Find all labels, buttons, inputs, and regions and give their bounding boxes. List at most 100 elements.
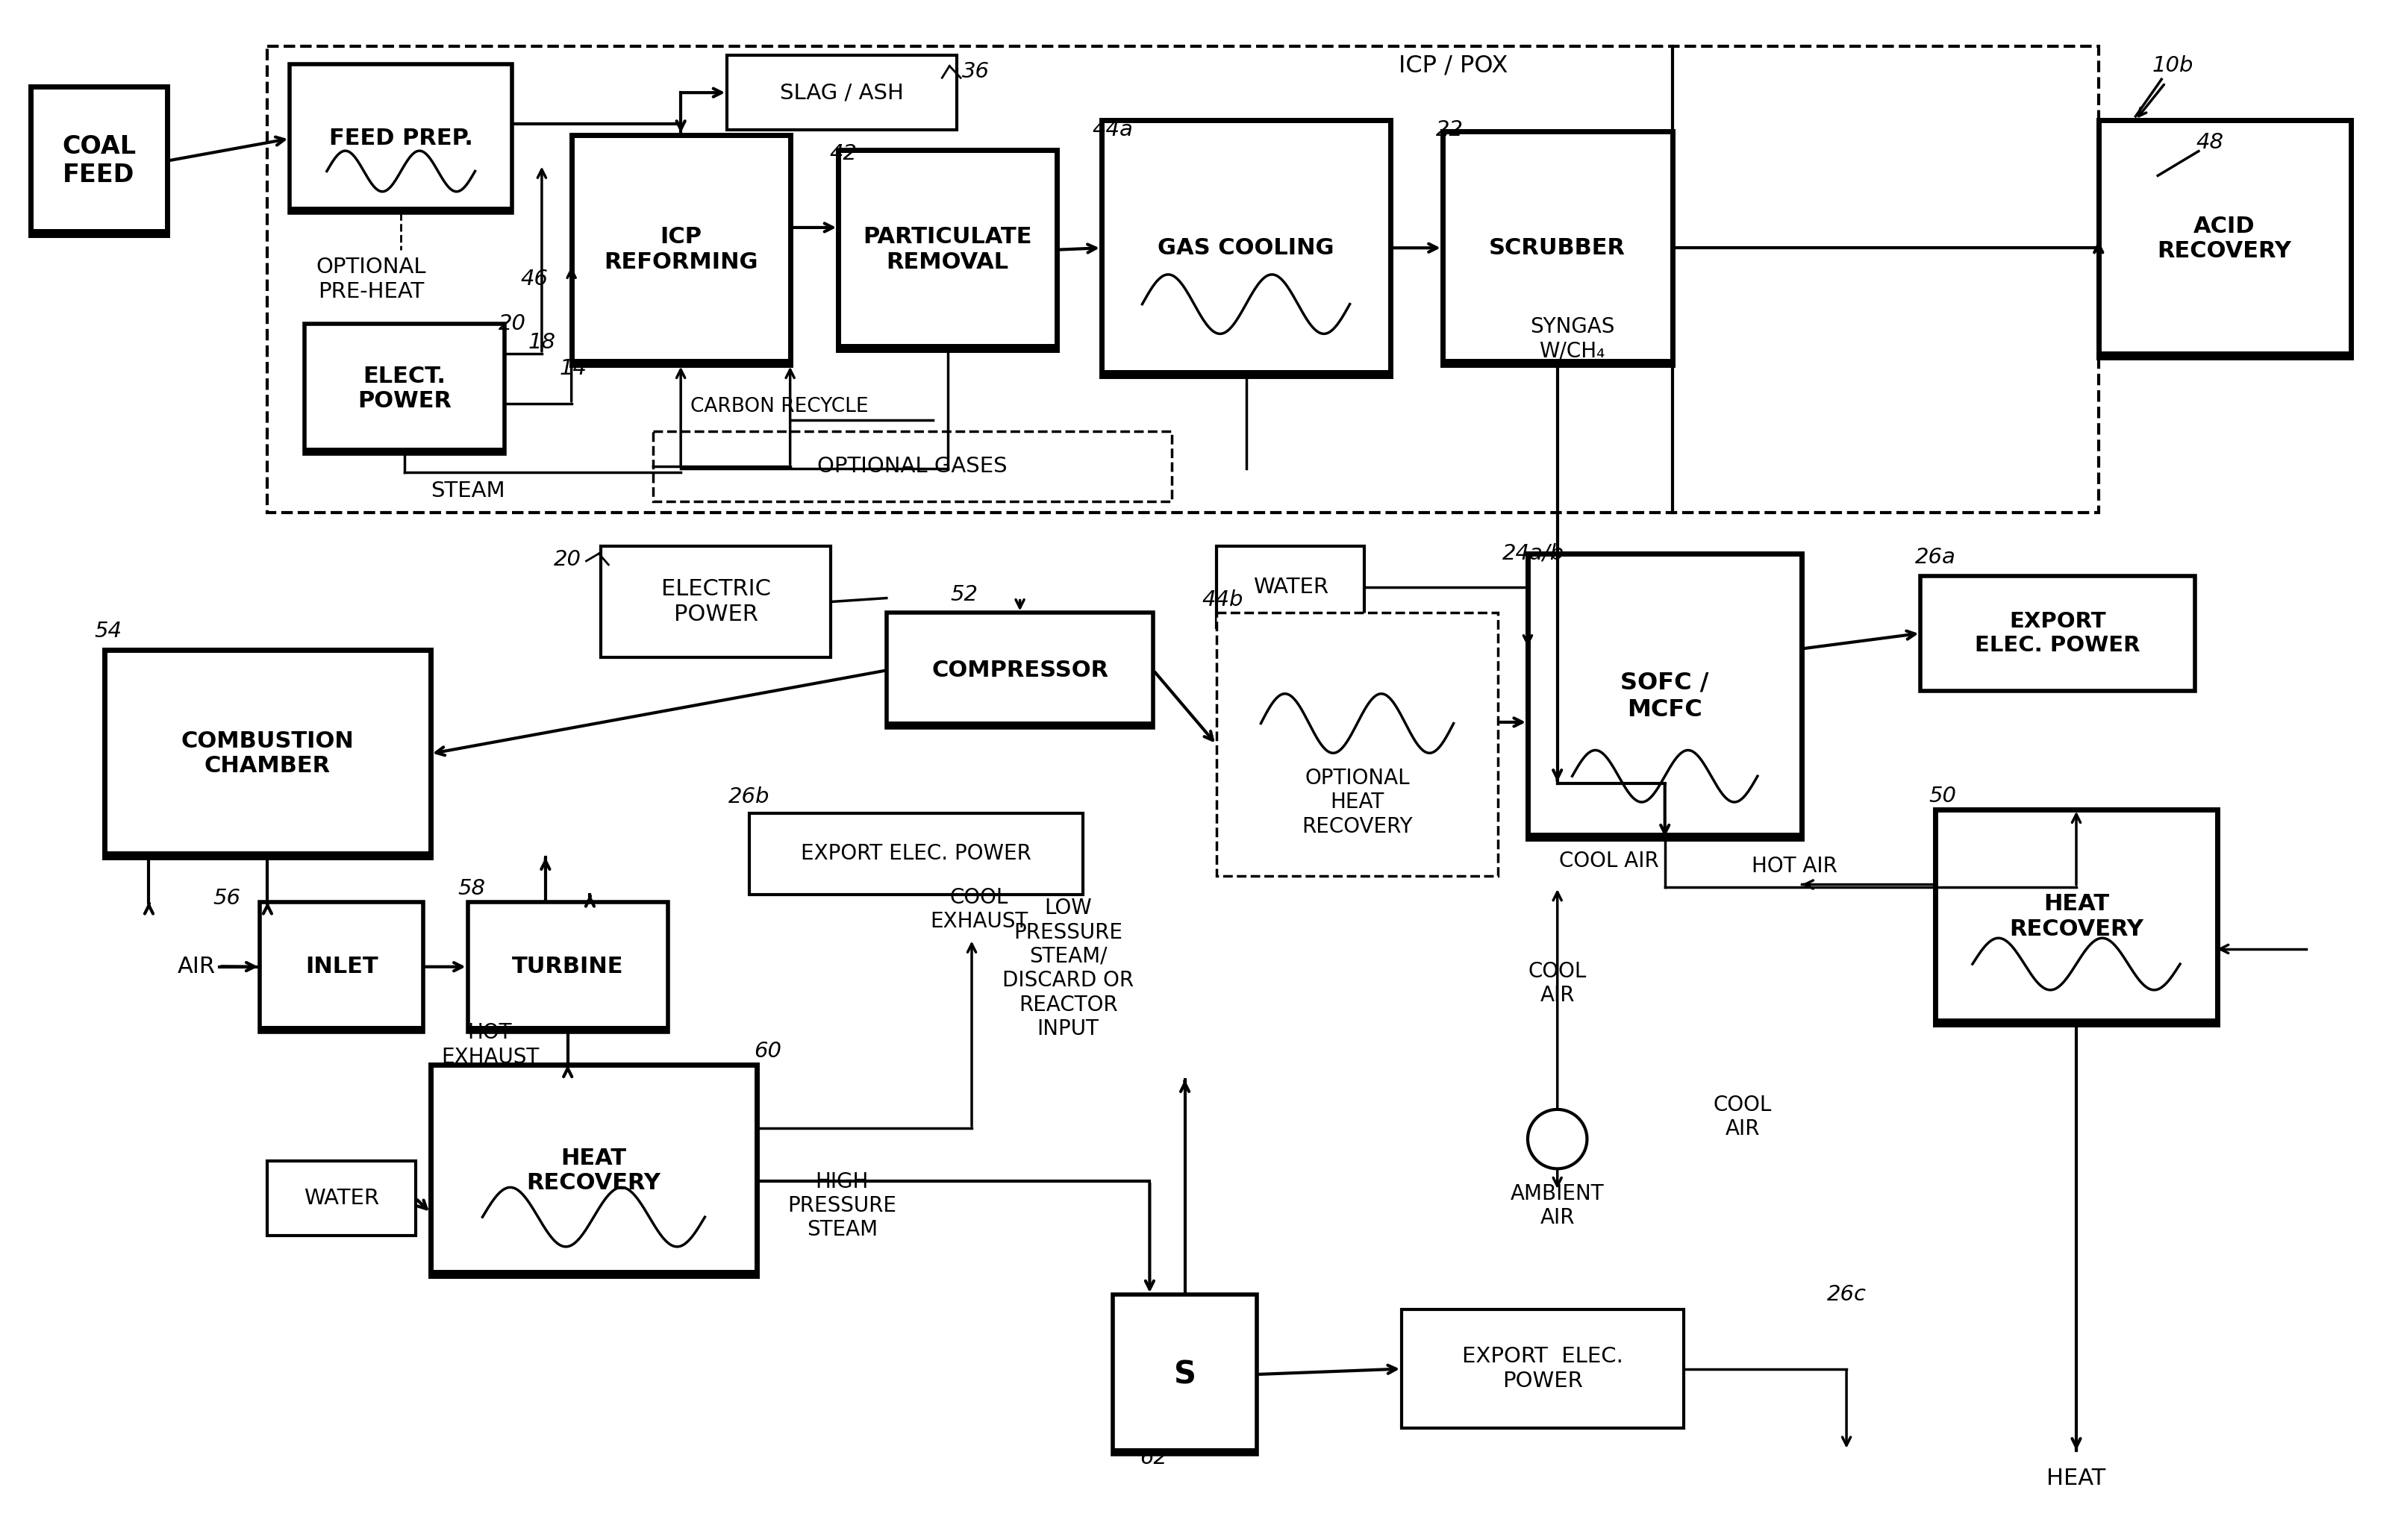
Bar [105, 650, 430, 858]
Bar [2098, 120, 2351, 357]
Bar [2098, 351, 2351, 357]
Text: 56: 56 [213, 887, 241, 909]
Text: 26b: 26b [729, 787, 769, 807]
Text: EXPORT  ELEC.
POWER: EXPORT ELEC. POWER [1462, 1346, 1622, 1391]
Text: OPTIONAL
HEAT
RECOVERY: OPTIONAL HEAT RECOVERY [1302, 768, 1412, 836]
Text: LOW
PRESSURE
STEAM/
DISCARD OR
REACTOR
INPUT: LOW PRESSURE STEAM/ DISCARD OR REACTOR I… [1003, 898, 1135, 1040]
Bar [1113, 1295, 1257, 1454]
Text: COOL AIR: COOL AIR [1560, 850, 1660, 872]
Bar [268, 1161, 416, 1235]
Text: SCRUBBER: SCRUBBER [1488, 237, 1625, 259]
Text: 42: 42 [829, 143, 858, 163]
Text: 24a/b: 24a/b [1503, 544, 1565, 564]
Bar [1527, 553, 1801, 839]
Text: 20: 20 [499, 314, 526, 334]
Text: INLET: INLET [306, 956, 377, 978]
Bar [303, 323, 504, 454]
Text: 22: 22 [1436, 119, 1464, 140]
Text: 46: 46 [521, 270, 547, 290]
Text: FEED PREP.: FEED PREP. [330, 128, 473, 149]
Bar [1527, 833, 1801, 839]
Text: EXPORT
ELEC. POWER: EXPORT ELEC. POWER [1976, 611, 2141, 656]
Bar [726, 55, 958, 129]
Text: 52: 52 [951, 584, 977, 605]
Bar [303, 448, 504, 454]
Bar [1443, 359, 1672, 365]
Text: WATER: WATER [303, 1187, 380, 1209]
Bar [31, 86, 167, 236]
Bar [1113, 1448, 1257, 1454]
Text: 26a: 26a [1916, 547, 1957, 568]
Text: TURBINE: TURBINE [511, 956, 624, 978]
Text: 10b: 10b [2152, 55, 2193, 77]
Text: 60: 60 [755, 1041, 781, 1063]
Text: 50: 50 [1928, 785, 1957, 807]
Text: 58: 58 [459, 878, 485, 899]
Text: HOT
EXHAUST: HOT EXHAUST [442, 1023, 540, 1067]
Bar [750, 813, 1082, 895]
Text: COMPRESSOR: COMPRESSOR [932, 659, 1108, 681]
Text: 54: 54 [93, 621, 122, 642]
Bar [1101, 120, 1390, 376]
Bar [886, 613, 1154, 728]
Text: EXPORT ELEC. POWER: EXPORT ELEC. POWER [800, 844, 1032, 864]
Text: PARTICULATE
REMOVAL: PARTICULATE REMOVAL [862, 226, 1032, 273]
Text: 14: 14 [559, 357, 588, 379]
Text: HEAT
RECOVERY: HEAT RECOVERY [526, 1147, 662, 1194]
Text: HIGH
PRESSURE
STEAM: HIGH PRESSURE STEAM [788, 1170, 896, 1240]
Bar [289, 206, 511, 213]
Bar [260, 1026, 423, 1032]
Text: SOFC /
MCFC: SOFC / MCFC [1620, 671, 1708, 721]
Bar [468, 1026, 669, 1032]
Text: AIR: AIR [177, 956, 215, 978]
Text: ELECTRIC
POWER: ELECTRIC POWER [662, 579, 772, 625]
Bar [268, 46, 2098, 513]
Text: SLAG / ASH: SLAG / ASH [781, 82, 903, 103]
Text: CARBON RECYCLE: CARBON RECYCLE [690, 397, 867, 416]
Bar [1935, 1018, 2217, 1024]
Text: 20: 20 [554, 550, 581, 570]
Bar [839, 149, 1056, 350]
Bar [839, 343, 1056, 350]
Bar [1921, 576, 2195, 691]
Text: S: S [1173, 1358, 1197, 1391]
Text: ICP
REFORMING: ICP REFORMING [604, 226, 757, 273]
Text: HEAT: HEAT [2047, 1468, 2105, 1489]
Text: 44b: 44b [1202, 590, 1242, 610]
Bar [1216, 547, 1364, 628]
Bar [1935, 810, 2217, 1024]
Bar [571, 136, 791, 365]
Bar [289, 65, 511, 213]
Bar [1101, 370, 1390, 376]
Text: COOL
AIR: COOL AIR [1529, 961, 1586, 1006]
Text: SYNGAS
W/CH₄: SYNGAS W/CH₄ [1529, 316, 1615, 362]
Bar [105, 852, 430, 858]
Text: ELECT.
POWER: ELECT. POWER [358, 365, 452, 413]
Text: 44a: 44a [1092, 119, 1132, 140]
Text: ICP / POX: ICP / POX [1400, 54, 1507, 77]
Bar [430, 1066, 757, 1277]
Text: 62: 62 [1140, 1448, 1168, 1468]
Text: 18: 18 [528, 333, 557, 353]
Text: 48: 48 [2195, 132, 2224, 152]
Text: COOL
EXHAUST: COOL EXHAUST [929, 887, 1027, 932]
Text: HOT AIR: HOT AIR [1751, 856, 1837, 876]
Bar [652, 431, 1173, 502]
Text: OPTIONAL GASES: OPTIONAL GASES [817, 456, 1008, 477]
Bar [602, 547, 831, 658]
Text: 26c: 26c [1828, 1284, 1866, 1304]
Bar [1216, 613, 1498, 876]
Bar [430, 1270, 757, 1277]
Text: HEAT
RECOVERY: HEAT RECOVERY [2009, 893, 2143, 939]
Text: COMBUSTION
CHAMBER: COMBUSTION CHAMBER [182, 730, 354, 778]
Text: AMBIENT
AIR: AMBIENT AIR [1510, 1183, 1605, 1229]
Bar [468, 902, 669, 1032]
Bar [31, 229, 167, 236]
Text: OPTIONAL
PRE-HEAT: OPTIONAL PRE-HEAT [315, 257, 425, 302]
Bar [571, 359, 791, 365]
Bar [1443, 131, 1672, 365]
Text: WATER: WATER [1252, 576, 1328, 598]
Text: COAL
FEED: COAL FEED [62, 134, 136, 188]
Text: 36: 36 [963, 62, 989, 82]
Text: GAS COOLING: GAS COOLING [1159, 237, 1335, 259]
